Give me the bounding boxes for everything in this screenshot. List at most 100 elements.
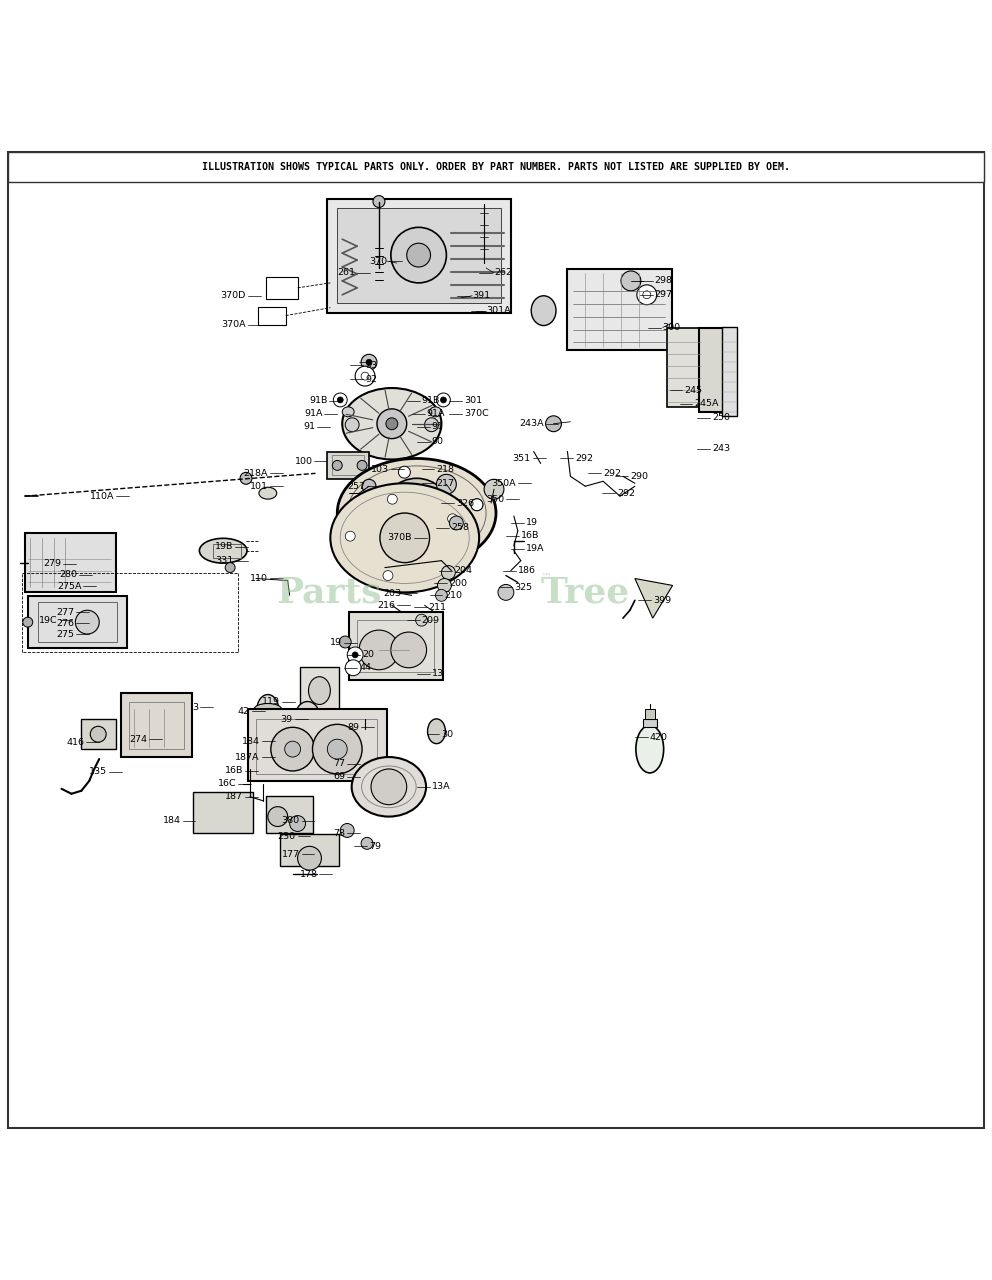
Text: 350: 350 — [486, 494, 504, 503]
Text: 19B: 19B — [214, 543, 233, 552]
Circle shape — [337, 397, 343, 403]
Ellipse shape — [342, 407, 354, 417]
Circle shape — [327, 740, 347, 759]
Text: 218: 218 — [436, 465, 454, 474]
Text: ™: ™ — [541, 572, 552, 582]
Ellipse shape — [428, 719, 445, 744]
Bar — [213, 544, 241, 558]
Text: 351: 351 — [513, 454, 531, 463]
Text: 420: 420 — [650, 732, 668, 741]
Text: 177: 177 — [282, 850, 300, 859]
Text: 350A: 350A — [491, 479, 516, 488]
Circle shape — [388, 494, 398, 504]
Text: 78: 78 — [333, 829, 345, 838]
Circle shape — [345, 660, 361, 676]
Circle shape — [355, 366, 375, 387]
Circle shape — [345, 417, 359, 431]
Text: 91A: 91A — [304, 410, 322, 419]
Circle shape — [312, 724, 362, 774]
Text: 276: 276 — [57, 618, 74, 627]
Text: 216: 216 — [377, 600, 395, 609]
Text: 230: 230 — [278, 832, 296, 841]
Text: 370B: 370B — [387, 534, 412, 543]
Text: 186: 186 — [518, 566, 536, 575]
Text: 331: 331 — [215, 556, 233, 566]
Text: 19: 19 — [526, 518, 538, 527]
Bar — [300, 667, 339, 714]
Text: 90: 90 — [432, 436, 443, 447]
Ellipse shape — [330, 484, 479, 593]
Circle shape — [447, 513, 457, 524]
Circle shape — [435, 589, 447, 602]
Ellipse shape — [352, 756, 427, 817]
Text: 101: 101 — [250, 481, 268, 490]
Text: 103: 103 — [371, 465, 389, 474]
Bar — [81, 719, 116, 749]
Bar — [256, 719, 377, 774]
Text: 16B: 16B — [224, 767, 243, 776]
Text: 391: 391 — [472, 292, 490, 301]
Bar — [643, 719, 657, 727]
Text: 79: 79 — [369, 842, 381, 851]
Bar — [332, 456, 364, 475]
Circle shape — [423, 548, 434, 559]
Circle shape — [361, 355, 377, 370]
Bar — [349, 612, 443, 680]
Circle shape — [383, 571, 393, 581]
Circle shape — [441, 566, 455, 580]
Text: 262: 262 — [494, 269, 512, 278]
Text: 380: 380 — [282, 817, 300, 826]
Text: 243: 243 — [712, 444, 730, 453]
Text: 69: 69 — [333, 772, 345, 781]
Circle shape — [285, 741, 301, 756]
Text: 135: 135 — [89, 768, 107, 777]
Circle shape — [416, 614, 428, 626]
Bar — [248, 709, 387, 781]
Circle shape — [240, 472, 252, 484]
Circle shape — [90, 726, 106, 742]
Bar — [266, 796, 313, 833]
Circle shape — [449, 516, 463, 530]
Circle shape — [298, 846, 321, 870]
Bar — [722, 326, 737, 416]
Text: 91A: 91A — [427, 410, 445, 419]
Circle shape — [380, 513, 430, 563]
Circle shape — [484, 479, 504, 499]
Circle shape — [347, 646, 363, 663]
Text: 200: 200 — [449, 579, 467, 588]
Ellipse shape — [257, 695, 279, 724]
Text: 416: 416 — [66, 737, 84, 746]
Bar — [667, 328, 701, 407]
Circle shape — [362, 479, 376, 493]
Text: 292: 292 — [603, 468, 621, 477]
Text: 184: 184 — [242, 737, 260, 746]
Text: 184: 184 — [163, 817, 181, 826]
Text: 257: 257 — [347, 481, 365, 490]
Circle shape — [471, 499, 483, 511]
Bar — [129, 701, 184, 749]
Text: 19A: 19A — [526, 544, 545, 553]
Text: 204: 204 — [454, 566, 472, 575]
Circle shape — [391, 228, 446, 283]
Text: 245A: 245A — [694, 399, 719, 408]
Text: 275A: 275A — [57, 582, 81, 591]
Text: 16B: 16B — [521, 531, 540, 540]
Bar — [121, 692, 192, 756]
Circle shape — [382, 479, 451, 548]
Circle shape — [371, 769, 407, 805]
Text: 301: 301 — [464, 397, 482, 406]
Text: 370D: 370D — [220, 292, 246, 301]
Bar — [193, 792, 253, 833]
Ellipse shape — [342, 388, 441, 460]
Text: 91B: 91B — [422, 397, 440, 406]
Bar — [38, 603, 117, 643]
Text: 100: 100 — [295, 457, 312, 466]
Circle shape — [340, 823, 354, 837]
Text: 261: 261 — [337, 269, 355, 278]
Circle shape — [391, 632, 427, 668]
Ellipse shape — [636, 726, 664, 773]
Text: 89: 89 — [347, 723, 359, 732]
Text: 292: 292 — [617, 489, 635, 498]
Text: 91: 91 — [432, 422, 443, 431]
Text: 92: 92 — [365, 375, 377, 384]
